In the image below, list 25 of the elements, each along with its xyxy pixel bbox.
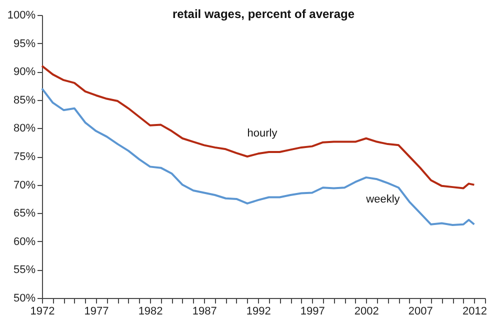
line-series (41, 88, 476, 226)
line-series (41, 64, 476, 190)
x-tick-label: 2012 (462, 306, 487, 318)
x-tick-label: 1977 (84, 306, 109, 318)
y-tick-label: 75% (13, 151, 36, 163)
chart-title: retail wages, percent of average (172, 7, 355, 21)
y-tick-label: 60% (13, 236, 36, 248)
x-tick-label: 1987 (192, 306, 217, 318)
y-tick-label: 65% (13, 208, 36, 220)
x-tick-label: 1997 (300, 306, 325, 318)
y-tick-label: 100% (7, 10, 36, 22)
x-tick-label: 2002 (354, 306, 379, 318)
y-tick-label: 55% (13, 264, 36, 276)
y-tick-label: 50% (13, 292, 36, 304)
series-label: hourly (247, 128, 278, 140)
y-tick-label: 70% (13, 179, 36, 192)
x-tick-label: 2007 (408, 306, 433, 318)
x-tick-label: 1992 (246, 306, 271, 318)
x-tick-label: 1972 (30, 306, 55, 318)
y-tick-label: 80% (13, 122, 36, 135)
x-tick-label: 1982 (138, 306, 163, 318)
series-label: weekly (365, 193, 400, 206)
y-tick-label: 95% (13, 38, 36, 50)
y-tick-label: 90% (13, 66, 36, 78)
y-tick-label: 85% (13, 94, 36, 106)
